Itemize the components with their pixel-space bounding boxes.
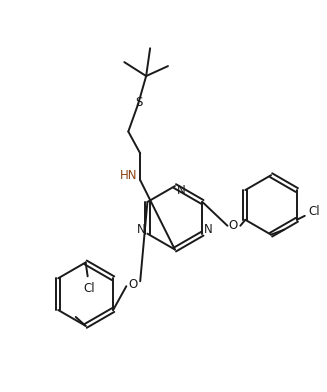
Text: HN: HN	[120, 169, 137, 181]
Text: N: N	[177, 183, 185, 196]
Text: Cl: Cl	[84, 282, 95, 295]
Text: S: S	[135, 96, 143, 109]
Text: N: N	[204, 223, 213, 236]
Text: Cl: Cl	[309, 205, 320, 218]
Text: O: O	[129, 278, 138, 291]
Text: O: O	[229, 219, 238, 232]
Text: N: N	[137, 223, 146, 236]
